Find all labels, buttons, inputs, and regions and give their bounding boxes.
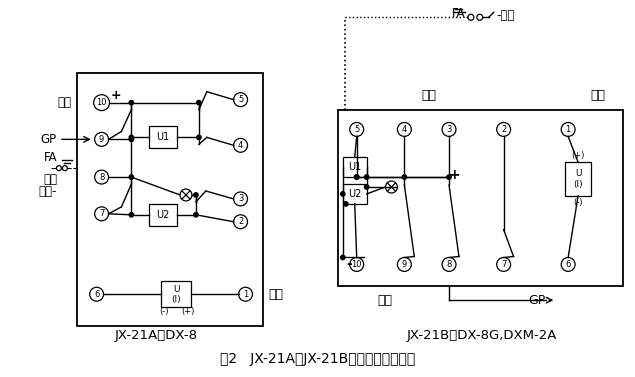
Bar xyxy=(77,73,264,326)
Circle shape xyxy=(197,100,201,105)
Bar xyxy=(343,157,366,177)
Text: 电源: 电源 xyxy=(58,96,72,109)
Text: (-): (-) xyxy=(573,198,583,207)
Circle shape xyxy=(129,213,133,217)
Text: U
(I): U (I) xyxy=(573,169,583,189)
Text: 7: 7 xyxy=(501,260,506,269)
Text: 8: 8 xyxy=(446,260,451,269)
Text: 启动: 启动 xyxy=(591,89,605,102)
Circle shape xyxy=(340,255,345,260)
Text: -: - xyxy=(51,162,55,175)
Text: FA: FA xyxy=(43,151,57,164)
Text: 4: 4 xyxy=(402,125,407,134)
Text: 8: 8 xyxy=(99,173,104,182)
Text: 10: 10 xyxy=(351,260,362,269)
Text: U1: U1 xyxy=(348,162,361,172)
Text: 2: 2 xyxy=(238,217,243,226)
Circle shape xyxy=(194,193,198,197)
Text: (+): (+) xyxy=(572,151,585,160)
Text: FA: FA xyxy=(452,7,465,20)
Bar xyxy=(343,184,366,204)
Circle shape xyxy=(402,175,406,179)
Text: 6: 6 xyxy=(565,260,571,269)
Text: 10: 10 xyxy=(97,98,107,107)
Circle shape xyxy=(447,175,451,179)
Text: 5: 5 xyxy=(354,125,359,134)
Circle shape xyxy=(129,100,133,105)
Text: 9: 9 xyxy=(99,135,104,144)
Circle shape xyxy=(129,135,133,139)
Bar xyxy=(161,281,191,307)
Text: U2: U2 xyxy=(348,189,361,199)
Bar xyxy=(149,204,177,226)
Text: U1: U1 xyxy=(156,132,170,143)
Bar xyxy=(338,110,623,286)
Text: 5: 5 xyxy=(238,95,243,104)
Text: 1: 1 xyxy=(566,125,571,134)
Text: 6: 6 xyxy=(94,290,99,299)
Circle shape xyxy=(194,213,198,217)
Bar xyxy=(149,126,177,148)
Circle shape xyxy=(354,175,359,179)
Bar xyxy=(565,162,591,196)
Text: 电源-: 电源- xyxy=(39,185,57,198)
Text: JX-21A代DX-8: JX-21A代DX-8 xyxy=(115,329,197,342)
Text: +: + xyxy=(110,89,121,102)
Text: (+): (+) xyxy=(181,307,195,316)
Circle shape xyxy=(129,175,133,179)
Text: (-): (-) xyxy=(159,307,169,316)
Text: 图2   JX-21A、JX-21B接线图（正视图）: 图2 JX-21A、JX-21B接线图（正视图） xyxy=(220,352,416,366)
Text: +: + xyxy=(448,168,460,182)
Text: 7: 7 xyxy=(99,209,104,218)
Text: -: - xyxy=(346,257,352,271)
Text: 2: 2 xyxy=(501,125,506,134)
Text: GP: GP xyxy=(41,133,57,146)
Text: 3: 3 xyxy=(446,125,451,134)
Text: 启动: 启动 xyxy=(269,288,283,301)
Text: -复归: -复归 xyxy=(497,9,515,22)
Text: 4: 4 xyxy=(238,141,243,150)
Text: U
(I): U (I) xyxy=(171,285,181,304)
Circle shape xyxy=(364,185,369,189)
Circle shape xyxy=(129,137,133,141)
Text: JX-21B代DX-8G,DXM-2A: JX-21B代DX-8G,DXM-2A xyxy=(406,329,557,342)
Text: 9: 9 xyxy=(402,260,407,269)
Text: 电源: 电源 xyxy=(377,294,392,307)
Circle shape xyxy=(364,175,369,179)
Text: 电源: 电源 xyxy=(422,89,437,102)
Circle shape xyxy=(340,192,345,196)
Circle shape xyxy=(197,135,201,139)
Circle shape xyxy=(344,202,348,206)
Text: GP: GP xyxy=(528,294,545,307)
Text: U2: U2 xyxy=(156,210,170,220)
Text: 3: 3 xyxy=(238,195,243,204)
Text: 复归: 复归 xyxy=(43,173,57,185)
Circle shape xyxy=(354,175,359,179)
Text: 1: 1 xyxy=(243,290,248,299)
